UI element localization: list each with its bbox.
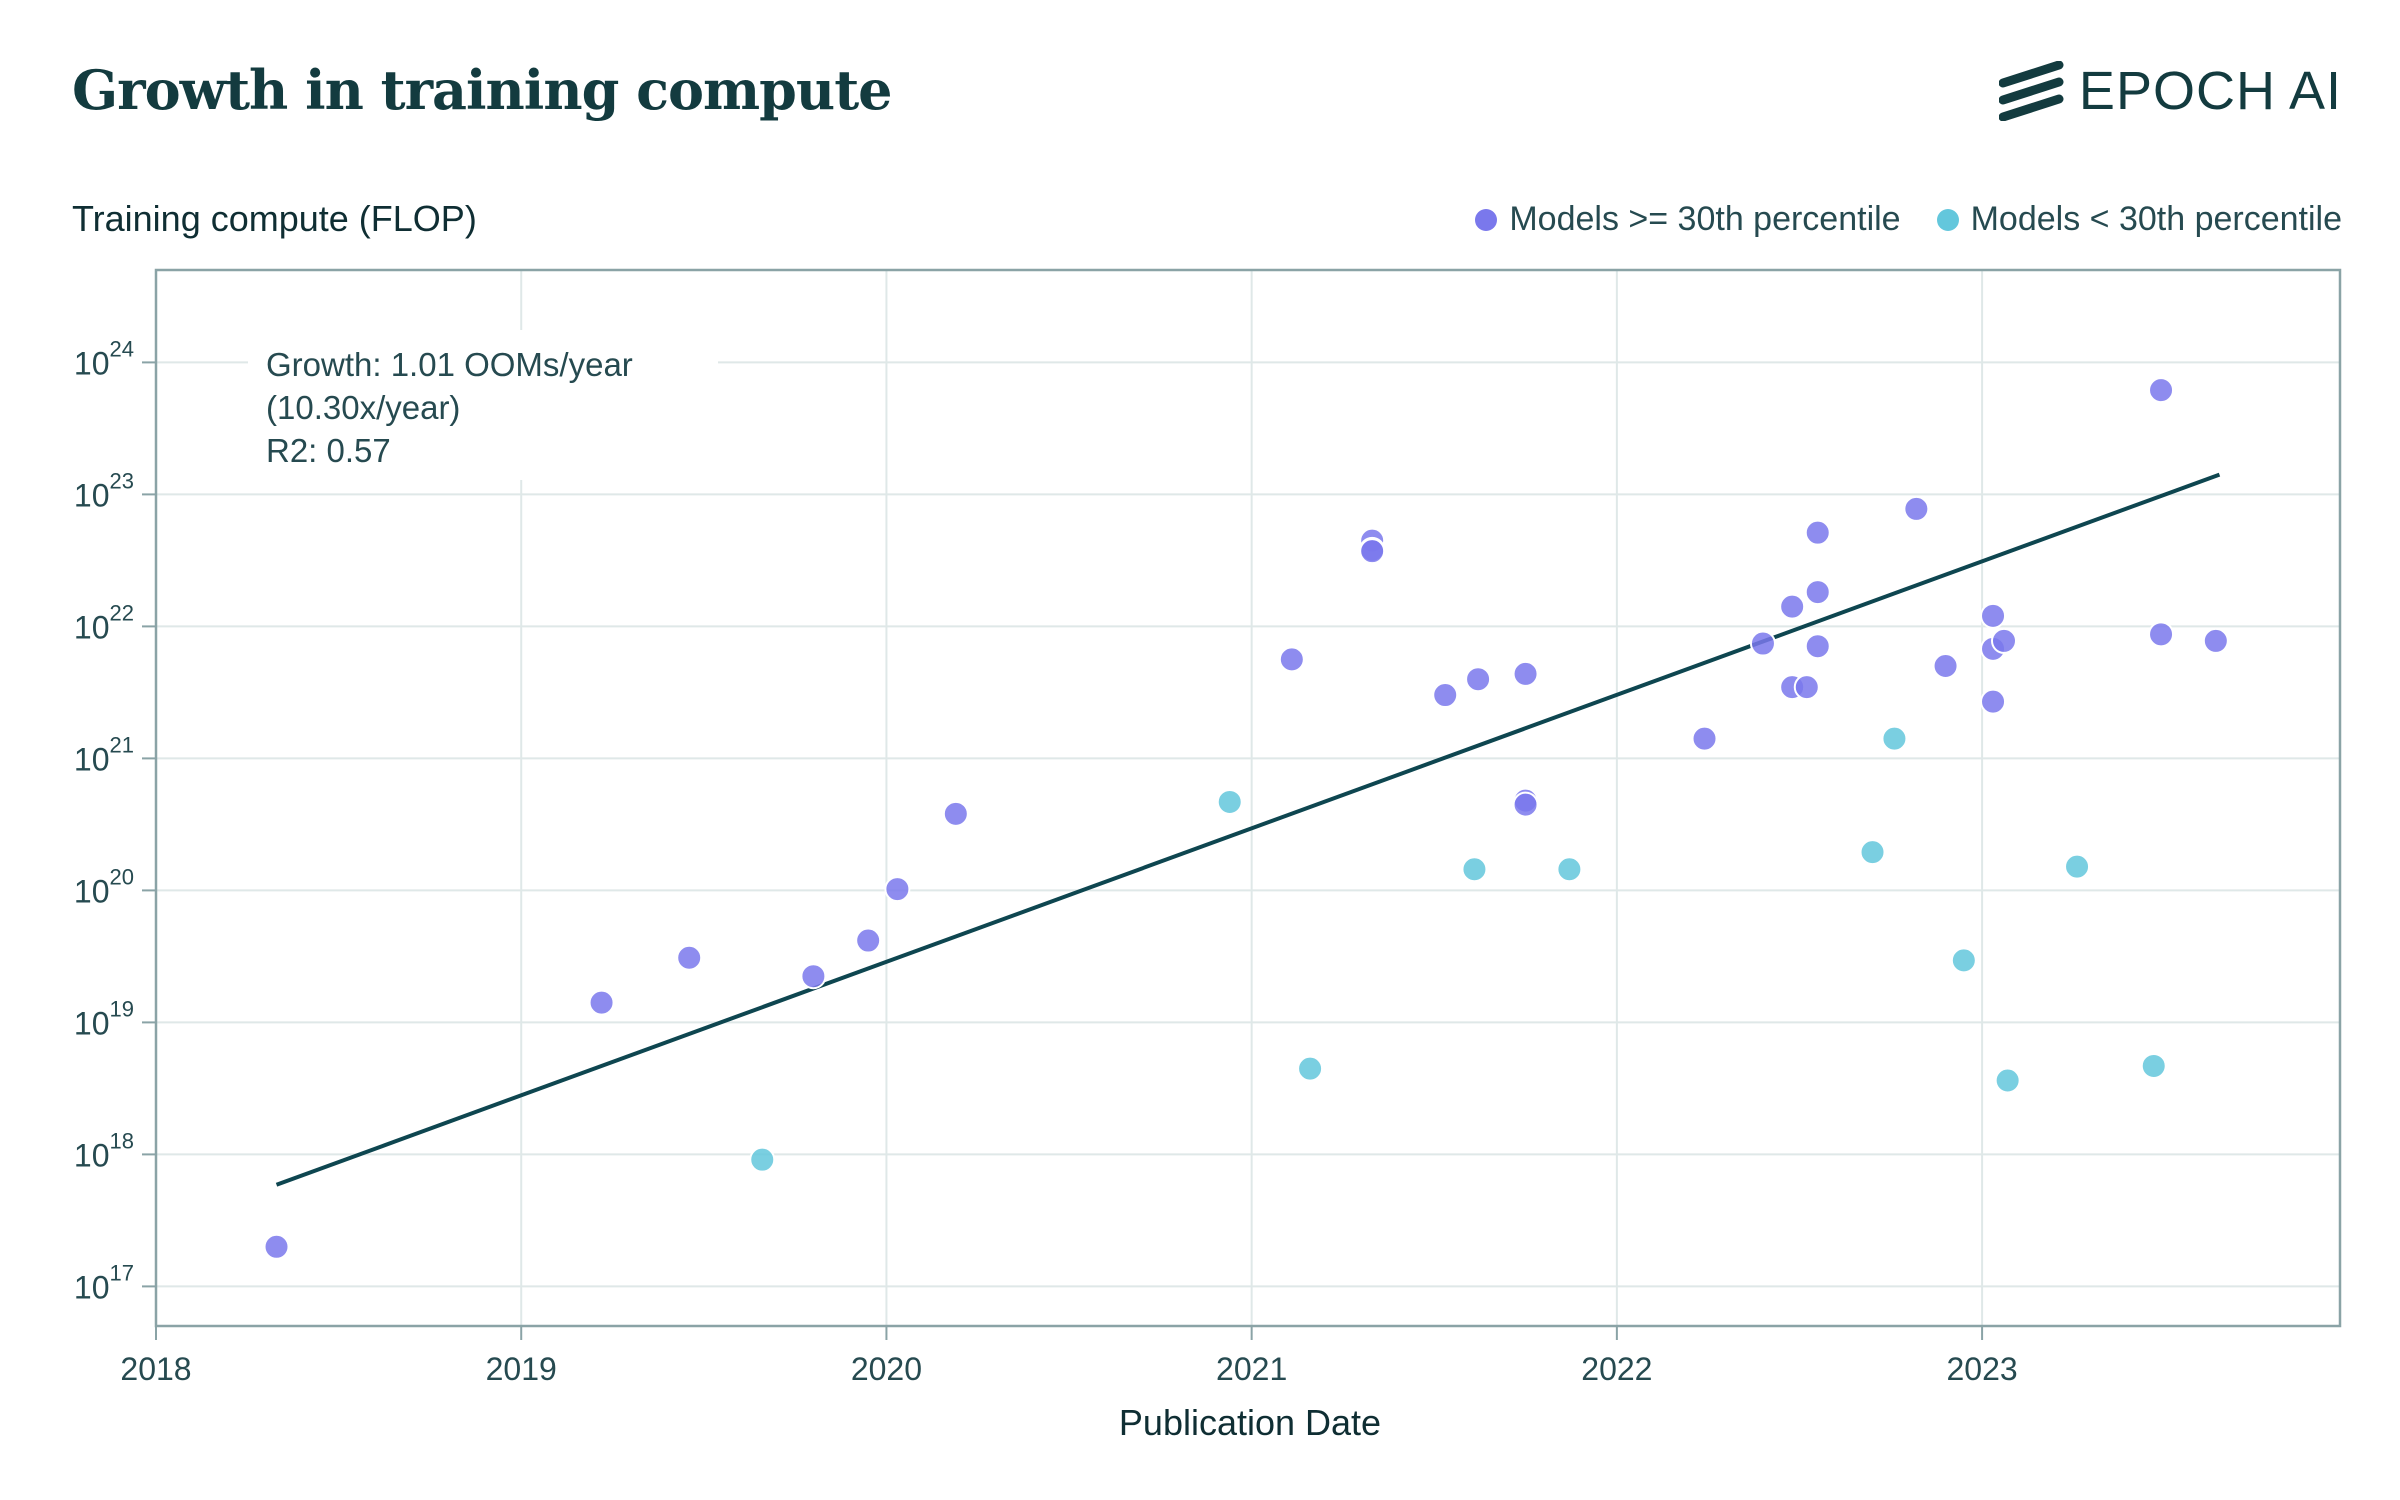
- y-tick-label: 1023: [74, 468, 134, 513]
- x-tick-label: 2021: [1216, 1351, 1287, 1387]
- data-point-high: [1903, 495, 1930, 522]
- annotation-line-1: Growth: 1.01 OOMs/year: [266, 346, 633, 383]
- data-point-high: [1793, 674, 1820, 701]
- data-point-high: [263, 1233, 290, 1260]
- data-point-low: [749, 1146, 776, 1173]
- y-tick-label: 1017: [74, 1260, 134, 1305]
- annotation-box: [248, 330, 718, 480]
- x-tick-label: 2019: [486, 1351, 557, 1387]
- data-point-low: [2140, 1052, 2167, 1079]
- page-title: Growth in training compute: [72, 58, 892, 122]
- data-point-high: [1932, 653, 1959, 679]
- data-point-high: [1804, 579, 1831, 606]
- data-point-high: [676, 944, 703, 971]
- data-point-low: [1297, 1055, 1324, 1082]
- annotation-line-2: (10.30x/year): [266, 389, 460, 426]
- data-point-high: [1691, 725, 1718, 752]
- data-point-high: [1359, 538, 1386, 565]
- y-axis-label: Training compute (FLOP): [72, 198, 477, 239]
- data-point-low: [1881, 725, 1908, 752]
- legend-low-dot-icon: [1936, 208, 1959, 231]
- data-point-high: [1779, 593, 1806, 620]
- data-point-high: [942, 800, 969, 827]
- data-point-high: [2202, 627, 2229, 654]
- data-point-high: [1749, 630, 1776, 657]
- legend-item-low[interactable]: Models < 30th percentile: [1936, 200, 2342, 239]
- y-tick-label: 1021: [74, 732, 134, 777]
- trend-line: [275, 472, 2221, 1187]
- x-tick-label: 2018: [120, 1351, 191, 1387]
- legend-low-label: Models < 30th percentile: [1970, 200, 2342, 238]
- data-point-high: [2148, 621, 2175, 648]
- data-point-high: [855, 927, 882, 954]
- legend: Models >= 30th percentile Models < 30th …: [1475, 200, 2342, 239]
- brand-name: EPOCH AI: [2078, 61, 2342, 121]
- x-tick-label: 2022: [1581, 1351, 1652, 1387]
- legend-item-high[interactable]: Models >= 30th percentile: [1475, 200, 1901, 239]
- data-point-high: [884, 876, 911, 903]
- y-tick-label: 1022: [74, 600, 134, 645]
- brand-logo: EPOCH AI: [1998, 60, 2342, 122]
- data-point-high: [1804, 519, 1831, 546]
- data-point-low: [1950, 947, 1977, 974]
- data-point-high: [2148, 377, 2175, 404]
- data-point-high: [800, 963, 827, 990]
- x-tick-label: 2020: [851, 1351, 922, 1387]
- plot-frame: [154, 268, 2342, 1328]
- y-tick-label: 1019: [74, 996, 134, 1041]
- annotation-line-3: R2: 0.57: [266, 432, 391, 469]
- data-point-low: [1461, 856, 1488, 883]
- x-axis-label: Publication Date: [1118, 1402, 1382, 1443]
- data-point-high: [1278, 646, 1305, 673]
- y-tick-label: 1024: [74, 336, 134, 381]
- data-point-high: [1512, 791, 1539, 818]
- data-point-low: [2064, 853, 2091, 880]
- data-point-low: [1994, 1067, 2021, 1094]
- data-point-low: [1216, 788, 1243, 815]
- epoch-logo-icon: [1998, 61, 2064, 121]
- y-tick-label: 1018: [74, 1128, 134, 1173]
- legend-high-dot-icon: [1475, 208, 1498, 231]
- legend-high-label: Models >= 30th percentile: [1509, 200, 1901, 238]
- data-point-high: [1432, 682, 1459, 709]
- data-point-high: [1991, 627, 2017, 654]
- data-point-high: [1804, 633, 1831, 660]
- data-point-high: [1512, 660, 1539, 687]
- x-tick-label: 2023: [1946, 1351, 2017, 1387]
- data-point-high: [1465, 666, 1492, 693]
- data-point-high: [1980, 602, 2007, 629]
- data-point-low: [1556, 856, 1583, 883]
- data-point-high: [588, 989, 615, 1016]
- data-point-low: [1859, 839, 1886, 866]
- y-tick-label: 1020: [74, 864, 134, 909]
- data-point-high: [1980, 688, 2007, 715]
